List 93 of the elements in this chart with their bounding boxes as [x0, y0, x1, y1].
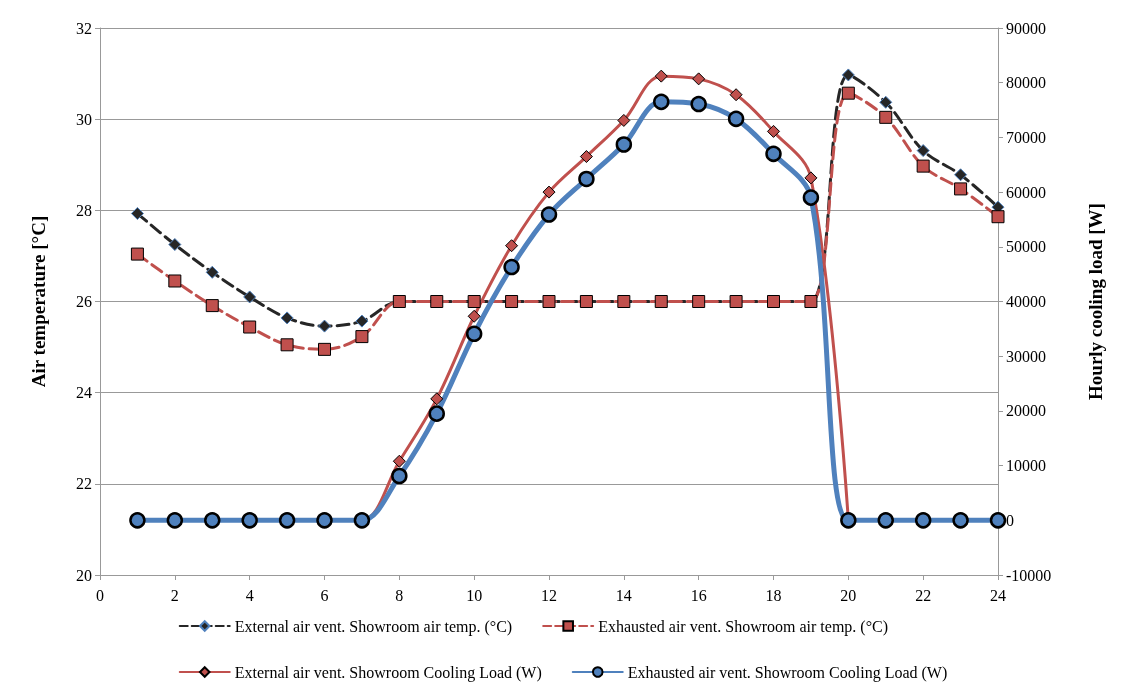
- point: [879, 95, 893, 109]
- point: [168, 238, 182, 252]
- point: [130, 247, 144, 261]
- legend-label: External air vent. Showroom Cooling Load (W): [234, 663, 542, 682]
- point: [540, 206, 558, 223]
- point: [729, 88, 743, 102]
- x-tick-label: 0: [96, 586, 104, 604]
- point: [578, 170, 595, 188]
- x-tick-label: 4: [245, 586, 254, 604]
- y-tick-label: 24: [76, 384, 92, 402]
- point: [989, 512, 1007, 529]
- y-tick-label: 20: [76, 566, 92, 584]
- y2-tick-label: 0: [1006, 511, 1014, 529]
- point: [654, 69, 668, 83]
- point: [692, 72, 706, 86]
- x-tick-label: 14: [615, 586, 632, 604]
- point: [278, 512, 296, 529]
- y2-tick-label: 40000: [1006, 293, 1046, 310]
- point: [991, 210, 1005, 224]
- point: [243, 320, 257, 334]
- point: [916, 144, 930, 158]
- point: [392, 454, 406, 468]
- x-tick-label: 16: [690, 586, 707, 604]
- x-tick-label: 2: [170, 586, 179, 604]
- x-tick-label: 20: [840, 586, 857, 604]
- point: [841, 68, 855, 82]
- x-tick-label: 18: [765, 586, 782, 604]
- point: [954, 182, 968, 196]
- point: [841, 86, 855, 100]
- y2-tick-label: 30000: [1006, 347, 1046, 365]
- point: [804, 171, 818, 185]
- point: [690, 95, 707, 113]
- y2-tick-label: 60000: [1006, 183, 1046, 201]
- point: [617, 113, 631, 127]
- point: [542, 185, 556, 199]
- point: [879, 110, 893, 124]
- point: [168, 274, 182, 288]
- point: [877, 512, 894, 529]
- point: [916, 159, 930, 173]
- point: [355, 330, 369, 344]
- point: [129, 512, 146, 529]
- x-tick-label: 10: [466, 586, 483, 604]
- point: [765, 145, 782, 163]
- x-tick-label: 12: [541, 586, 557, 604]
- legend-label: External air vent. Showroom air temp. (°C): [234, 617, 513, 636]
- point: [802, 189, 820, 206]
- x-tick-label: 24: [990, 586, 1006, 604]
- point: [653, 93, 670, 111]
- x-tick-label: 6: [320, 586, 329, 604]
- point: [767, 124, 780, 138]
- point: [727, 110, 745, 128]
- y-axis-title: Air temperature [°C]: [28, 215, 49, 388]
- point: [467, 309, 481, 323]
- point: [579, 150, 593, 164]
- y-tick-label: 22: [76, 475, 92, 493]
- point: [204, 512, 221, 529]
- y2-tick-label: 70000: [1006, 128, 1046, 146]
- point: [241, 512, 258, 529]
- point: [318, 319, 331, 333]
- point: [954, 168, 968, 182]
- point: [503, 258, 520, 276]
- legend-label: Exhausted air vent. Showroom Cooling Load (W): [627, 663, 948, 682]
- y-tick-label: 26: [76, 293, 92, 310]
- y2-tick-label: 90000: [1006, 19, 1046, 37]
- point: [166, 512, 184, 529]
- point: [430, 392, 444, 406]
- y-tick-label: 32: [76, 19, 92, 37]
- point: [205, 265, 219, 279]
- point: [505, 239, 519, 253]
- point: [391, 467, 408, 485]
- y-tick-label: 28: [76, 201, 92, 219]
- y-tick-label: 30: [76, 110, 92, 128]
- point: [205, 299, 219, 313]
- y2-tick-label: 10000: [1006, 457, 1046, 475]
- point: [615, 136, 633, 153]
- y2-tick-label: -10000: [1006, 566, 1052, 584]
- point: [280, 338, 294, 352]
- y2-tick-label: 80000: [1006, 74, 1046, 92]
- y2-tick-label: 20000: [1006, 402, 1046, 420]
- point: [243, 290, 257, 304]
- y2-tick-label: 50000: [1006, 238, 1046, 256]
- point: [318, 342, 331, 356]
- point: [914, 512, 932, 529]
- point: [465, 325, 483, 343]
- y2-axis-title: Hourly cooling load [W]: [1085, 203, 1106, 400]
- x-tick-label: 22: [915, 586, 932, 604]
- point: [130, 207, 144, 221]
- x-tick-label: 8: [395, 586, 404, 604]
- point: [280, 311, 294, 325]
- legend-label: Exhausted air vent. Showroom air temp. (°C): [598, 617, 889, 636]
- point: [355, 314, 369, 328]
- point: [952, 512, 969, 529]
- point: [428, 405, 445, 422]
